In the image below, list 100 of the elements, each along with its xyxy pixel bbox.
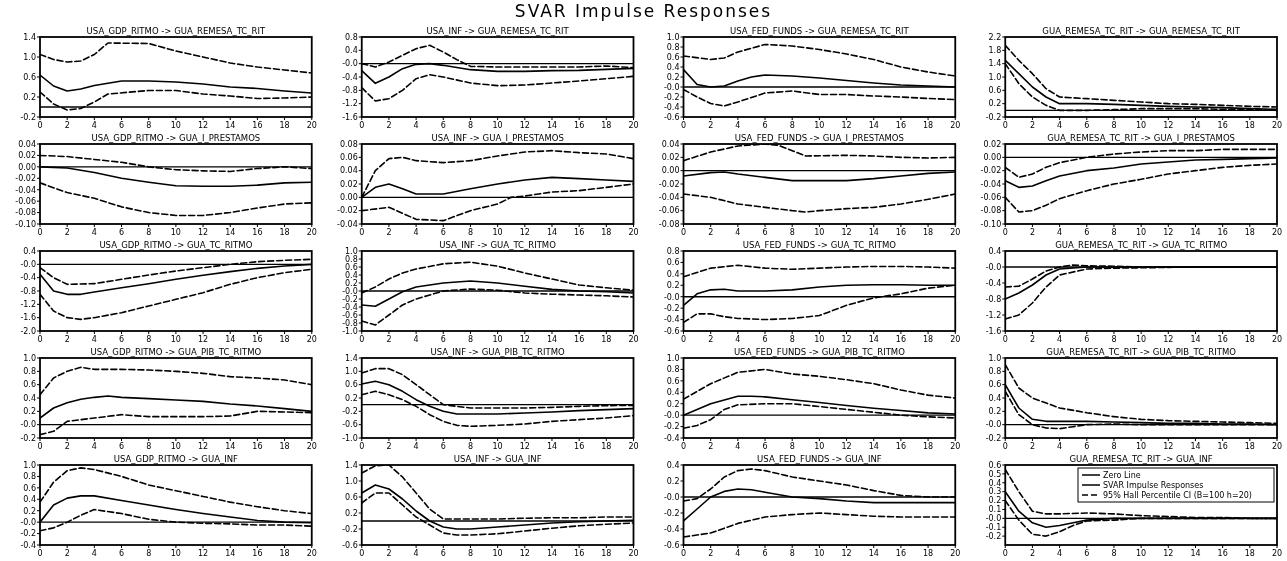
y-tick-label: -0.04 <box>337 219 358 229</box>
y-tick-label: -0.2 <box>342 294 358 304</box>
y-tick-label: 0.4 <box>23 393 36 403</box>
x-tick-label: 4 <box>1057 228 1063 237</box>
y-tick-label: -0.6 <box>342 310 358 320</box>
y-tick-label: -0.0 <box>663 492 680 502</box>
x-tick-label: 4 <box>735 442 741 451</box>
x-tick-label: 14 <box>225 121 236 130</box>
y-tick-label: -0.6 <box>663 540 680 550</box>
x-tick-label: 18 <box>279 335 290 344</box>
y-tick-label: -0.08 <box>15 208 36 218</box>
chart-title: USA_INF -> GUA_REMESA_TC_RIT <box>426 26 570 36</box>
x-tick-label: 12 <box>1163 121 1174 130</box>
x-tick-label: 12 <box>197 121 209 130</box>
x-tick-label: 0 <box>359 121 365 130</box>
x-tick-label: 6 <box>762 228 768 237</box>
y-tick-label: -0.2 <box>663 92 680 102</box>
x-tick-label: 6 <box>762 121 768 130</box>
y-tick-label: 1.4 <box>345 460 358 470</box>
x-tick-label: 4 <box>735 121 741 130</box>
x-tick-label: 12 <box>841 549 852 558</box>
y-tick-label: 0.6 <box>345 262 358 272</box>
x-tick-label: 18 <box>922 335 934 344</box>
x-tick-label: 14 <box>1190 549 1201 558</box>
x-tick-label: 10 <box>492 549 503 558</box>
x-tick-label: 16 <box>1217 228 1228 237</box>
x-tick-label: 18 <box>1244 442 1255 451</box>
x-tick-label: 6 <box>1084 121 1090 130</box>
x-tick-label: 16 <box>895 549 906 558</box>
x-tick-label: 8 <box>1111 442 1117 451</box>
x-tick-label: 6 <box>1084 442 1090 451</box>
x-tick-label: 16 <box>574 335 585 344</box>
y-tick-label: 0.00 <box>983 153 1002 163</box>
x-tick-label: 8 <box>1111 121 1117 130</box>
x-tick-label: 8 <box>146 549 152 558</box>
x-tick-label: 20 <box>950 549 961 558</box>
y-tick-label: -0.2 <box>663 422 680 432</box>
x-tick-label: 6 <box>440 335 446 344</box>
x-tick-label: 12 <box>519 335 530 344</box>
x-tick-label: 10 <box>1136 228 1147 237</box>
x-tick-label: 2 <box>1029 442 1035 451</box>
y-tick-label: 0.5 <box>988 469 1002 479</box>
y-tick-label: -0.2 <box>20 529 36 539</box>
x-tick-label: 4 <box>735 228 741 237</box>
x-tick-label: 10 <box>170 442 181 451</box>
y-tick-label: -0.6 <box>663 112 680 122</box>
y-tick-label: -0.0 <box>663 292 680 302</box>
x-tick-label: 2 <box>708 335 714 344</box>
x-tick-label: 8 <box>146 228 152 237</box>
y-tick-label: -0.02 <box>980 166 1002 176</box>
x-tick-label: 18 <box>1244 335 1255 344</box>
x-tick-label: 12 <box>197 549 209 558</box>
y-tick-label: -0.4 <box>20 540 36 550</box>
y-tick-label: -0.06 <box>15 196 36 206</box>
y-tick-label: 0.4 <box>666 269 680 279</box>
x-tick-label: 0 <box>359 228 365 237</box>
y-tick-label: 0.4 <box>345 270 358 280</box>
x-tick-label: 14 <box>1190 228 1201 237</box>
x-tick-label: 10 <box>814 549 825 558</box>
x-tick-label: 12 <box>841 228 852 237</box>
x-tick-label: 10 <box>814 442 825 451</box>
x-tick-label: 0 <box>1002 549 1008 558</box>
x-tick-label: 0 <box>680 335 687 344</box>
x-tick-label: 10 <box>1136 335 1147 344</box>
x-tick-label: 12 <box>1163 442 1174 451</box>
x-tick-label: 0 <box>1002 335 1008 344</box>
x-tick-label: 20 <box>1271 228 1283 237</box>
x-tick-label: 4 <box>1057 549 1063 558</box>
x-tick-label: 6 <box>440 228 446 237</box>
y-tick-label: 0.2 <box>345 393 358 403</box>
x-tick-label: 16 <box>1217 335 1228 344</box>
legend-label: 95% Hall Percentile CI (B=100 h=20) <box>1103 490 1252 500</box>
legend-label: SVAR Impulse Responses <box>1103 480 1204 490</box>
x-tick-label: 6 <box>762 549 768 558</box>
y-tick-label: -1.2 <box>985 310 1002 320</box>
y-tick-label: -0.0 <box>342 286 358 296</box>
y-tick-label: 0.6 <box>988 380 1002 390</box>
x-tick-label: 8 <box>1111 335 1117 344</box>
x-tick-label: 10 <box>814 121 825 130</box>
x-tick-label: 20 <box>306 335 317 344</box>
y-tick-label: -1.2 <box>20 300 36 310</box>
y-tick-label: 0.6 <box>988 460 1002 470</box>
y-tick-label: 1.8 <box>988 46 1002 56</box>
chart-title: USA_INF -> GUA_I_PRESTAMOS <box>431 133 564 143</box>
y-tick-label: 1.0 <box>23 52 36 62</box>
x-tick-label: 0 <box>359 549 365 558</box>
y-tick-label: -0.8 <box>342 86 358 96</box>
x-tick-label: 20 <box>306 442 317 451</box>
x-tick-label: 6 <box>118 549 125 558</box>
x-tick-label: 0 <box>680 549 687 558</box>
x-tick-label: 0 <box>680 228 687 237</box>
x-tick-label: 18 <box>922 442 934 451</box>
y-tick-label: -0.2 <box>985 112 1002 122</box>
y-tick-label: 0.6 <box>666 376 680 386</box>
x-tick-label: 14 <box>868 121 879 130</box>
x-tick-label: 16 <box>895 335 906 344</box>
y-tick-label: 1.4 <box>345 353 358 363</box>
x-tick-label: 2 <box>64 228 70 237</box>
x-tick-label: 20 <box>1271 335 1283 344</box>
y-tick-label: 0.4 <box>666 62 680 72</box>
